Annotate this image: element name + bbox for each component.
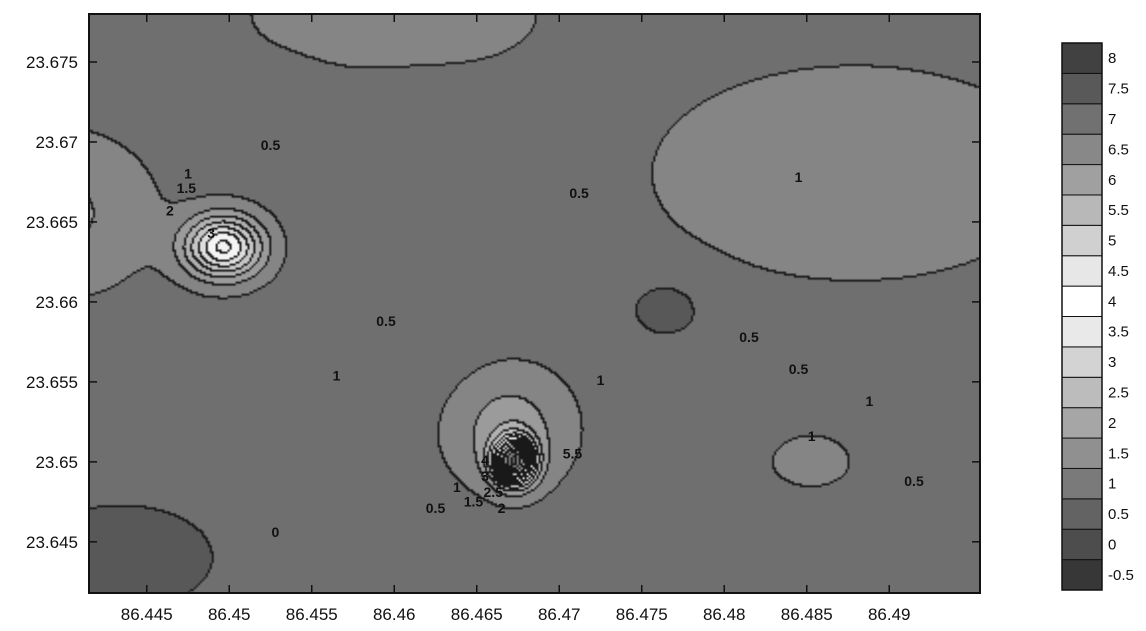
colorbar-swatch xyxy=(1061,346,1103,378)
colorbar-label: 7 xyxy=(1108,111,1116,128)
colorbar-swatch xyxy=(1061,437,1103,469)
colorbar-frame xyxy=(1061,42,1103,591)
colorbar-label: 5.5 xyxy=(1108,202,1129,219)
contour-label: 3 xyxy=(207,225,215,241)
contour-label: 2 xyxy=(498,500,506,516)
contour-label: 0.5 xyxy=(789,361,809,377)
y-axis: 23.645 23.65 23.655 23.66 23.665 23.67 23.675 xyxy=(26,53,980,552)
x-tick-label: 86.45 xyxy=(208,605,251,624)
y-tick-label: 23.665 xyxy=(26,213,78,232)
contour-label: 0.5 xyxy=(426,500,446,516)
colorbar-label: 3.5 xyxy=(1108,324,1129,341)
colorbar-swatch xyxy=(1061,376,1103,409)
colorbar-label: 1.5 xyxy=(1108,445,1129,462)
contour-label: 1 xyxy=(453,479,461,495)
colorbar-label: 2.5 xyxy=(1108,384,1129,401)
contour-label: 1 xyxy=(808,428,816,444)
x-tick-label: 86.47 xyxy=(538,605,581,624)
x-tick-label: 86.49 xyxy=(868,605,911,624)
colorbar-swatch xyxy=(1061,72,1103,105)
colorbar-label: 7.5 xyxy=(1108,81,1129,98)
contour-label: 4 xyxy=(481,452,489,468)
colorbar-swatch xyxy=(1061,103,1103,135)
colorbar-label: 2 xyxy=(1108,415,1116,432)
colorbar-swatch xyxy=(1061,194,1103,226)
colorbar-label: 3 xyxy=(1108,354,1116,371)
colorbar-swatch xyxy=(1061,255,1103,287)
x-tick-label: 86.485 xyxy=(781,605,833,624)
colorbar-swatch xyxy=(1061,224,1103,257)
contour-label: 1 xyxy=(184,166,192,182)
x-tick-label: 86.46 xyxy=(373,605,416,624)
contour-label: 1.5 xyxy=(177,180,197,196)
colorbar-label: -0.5 xyxy=(1108,567,1134,584)
x-tick-label: 86.475 xyxy=(616,605,668,624)
y-tick-label: 23.645 xyxy=(26,533,78,552)
plot-frame xyxy=(88,13,981,594)
contour-label: 1 xyxy=(795,169,803,185)
colorbar-swatch xyxy=(1061,133,1103,166)
contour-label: 1 xyxy=(597,372,605,388)
colorbar-label: 4.5 xyxy=(1108,263,1129,280)
colorbar-swatch xyxy=(1061,407,1103,439)
contour-label: 2.5 xyxy=(484,484,504,500)
contour-label: 0.5 xyxy=(261,137,281,153)
colorbar-swatch xyxy=(1061,164,1103,196)
contour-label: 1.5 xyxy=(464,494,484,510)
contour-label: 0.5 xyxy=(739,329,759,345)
colorbar-swatch xyxy=(1061,528,1103,561)
contour-field xyxy=(89,14,980,593)
contour-label: 0.5 xyxy=(569,185,589,201)
contour-label: 1 xyxy=(866,393,874,409)
colorbar-label: 6 xyxy=(1108,172,1116,189)
contour-label: 3 xyxy=(481,468,489,484)
colorbar-label: 4 xyxy=(1108,293,1116,310)
contour-label: 0.5 xyxy=(376,313,396,329)
x-tick-label: 86.48 xyxy=(703,605,746,624)
y-tick-label: 23.66 xyxy=(35,293,78,312)
colorbar-label: 1 xyxy=(1108,476,1116,493)
y-tick-label: 23.675 xyxy=(26,53,78,72)
colorbar-label: 0 xyxy=(1108,536,1116,553)
colorbar-label: 5 xyxy=(1108,233,1116,250)
colorbar-swatch xyxy=(1061,498,1103,530)
contour-label: 0 xyxy=(272,524,280,540)
x-tick-label: 86.445 xyxy=(121,605,173,624)
y-tick-label: 23.655 xyxy=(26,373,78,392)
contour-label: 0.5 xyxy=(904,473,924,489)
colorbar-swatch xyxy=(1061,316,1103,348)
x-axis: 86.445 86.45 86.455 86.46 86.465 86.47 86.475 8… xyxy=(121,14,911,624)
contour-label: 5.5 xyxy=(563,446,583,462)
colorbar-label: 6.5 xyxy=(1108,141,1129,158)
colorbar-swatch xyxy=(1061,559,1103,591)
x-tick-label: 86.455 xyxy=(286,605,338,624)
colorbar-swatch xyxy=(1061,42,1103,74)
colorbar-swatch xyxy=(1061,467,1103,500)
y-tick-label: 23.65 xyxy=(35,453,78,472)
colorbar-swatch xyxy=(1061,285,1103,318)
y-tick-label: 23.67 xyxy=(35,133,78,152)
colorbar: 8 7.5 7 6.5 6 5.5 5 4.5 4 3.5 3 2.5 2 1.5 1 0.5 0 -0.5 xyxy=(1061,42,1134,591)
x-tick-label: 86.465 xyxy=(451,605,503,624)
colorbar-label: 8 xyxy=(1108,50,1116,67)
contour-label: 2 xyxy=(166,203,174,219)
contour-label: 1 xyxy=(333,367,341,383)
colorbar-label: 0.5 xyxy=(1108,506,1129,523)
